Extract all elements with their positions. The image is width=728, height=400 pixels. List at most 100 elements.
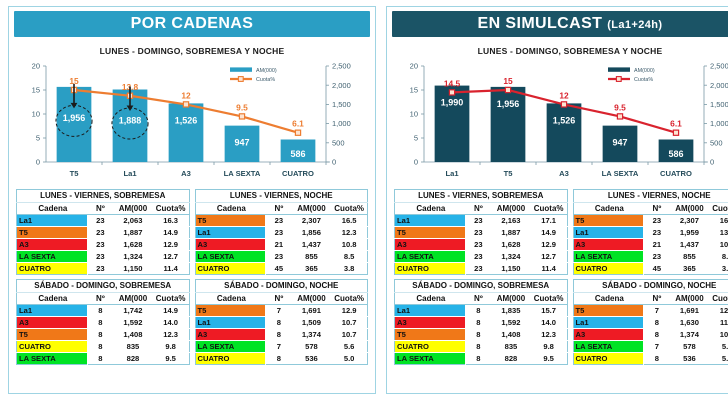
table-row[interactable]: CUATRO 23 1,150 11.4 — [394, 262, 567, 275]
bar[interactable] — [490, 86, 526, 162]
table-lunes-viernes-sobremesa: LUNES - VIERNES, SOBREMESA Cadena Nº AM(000… — [394, 189, 568, 275]
audience-cell: 2,063 — [113, 214, 153, 227]
table-row[interactable]: A3 8 1,592 14.0 — [394, 316, 567, 329]
table-row[interactable]: A3 8 1,592 14.0 — [16, 316, 189, 329]
bar[interactable] — [280, 139, 316, 162]
legend-swatch-bar — [608, 67, 630, 72]
line-marker[interactable] — [560, 101, 568, 108]
table-row[interactable]: LA SEXTA 23 1,324 12.7 — [16, 250, 189, 263]
x-axis-category-label: T5 — [504, 169, 514, 178]
table-row[interactable]: La1 8 1,509 10.7 — [195, 316, 368, 329]
panel-header-subtitle: (La1+24h) — [607, 19, 663, 31]
share-cell: 3.8 — [709, 262, 728, 275]
table-row[interactable]: CUATRO 23 1,150 11.4 — [16, 262, 189, 275]
count-cell: 8 — [265, 316, 292, 329]
bar-value-label: 1,526 — [175, 115, 198, 125]
x-axis-category-label: CUATRO — [660, 169, 692, 178]
line-marker[interactable] — [238, 113, 246, 120]
table-row[interactable]: LA SEXTA 8 828 9.5 — [394, 352, 567, 365]
y-axis-tick-left: 20 — [410, 62, 418, 71]
chain-name-cell: T5 — [16, 226, 88, 239]
count-cell: 8 — [87, 304, 114, 317]
chart-title-por-cadenas: LUNES - DOMINGO, SOBREMESA Y NOCHE — [99, 46, 285, 56]
table-row[interactable]: T5 8 1,408 12.3 — [394, 328, 567, 341]
table-row[interactable]: CUATRO 8 835 9.8 — [16, 340, 189, 353]
count-cell: 8 — [87, 340, 114, 353]
bar-value-label: 1,888 — [119, 116, 142, 126]
bar[interactable] — [602, 125, 638, 162]
table-row[interactable]: T5 23 1,887 14.9 — [394, 226, 567, 239]
y-axis-tick-left: 0 — [36, 158, 40, 167]
count-cell: 23 — [465, 250, 492, 263]
audience-cell: 536 — [669, 352, 710, 365]
chart-svg-en-simulcast: 0 5 10 15 20 0 500 1,000 1,500 2,000 2,500 La1 T5 A3 L… — [410, 62, 728, 178]
bar-value-label: 1,526 — [553, 115, 576, 125]
table-row[interactable]: La1 8 1,742 14.9 — [16, 304, 189, 317]
column-header: Cuota% — [152, 292, 189, 305]
y-axis-tick-left: 10 — [410, 110, 418, 119]
y-axis-tick-right: 2,500 — [710, 62, 728, 71]
chain-name-cell: LA SEXTA — [573, 340, 645, 353]
column-header: AM(000 — [491, 292, 531, 305]
bar[interactable] — [658, 139, 694, 162]
line-marker[interactable] — [616, 113, 624, 120]
column-header: Cuota% — [331, 202, 368, 215]
share-cell: 5.0 — [709, 352, 728, 365]
table-row[interactable]: A3 23 1,628 12.9 — [16, 238, 189, 251]
table-row[interactable]: La1 23 2,063 16.3 — [16, 214, 189, 227]
line-marker[interactable] — [504, 86, 512, 94]
bar[interactable] — [168, 103, 204, 162]
panel-header-title: POR CADENAS — [130, 15, 254, 32]
table-row[interactable]: La1 23 1,856 12.3 — [195, 226, 368, 239]
table-row[interactable]: La1 23 2,163 17.1 — [394, 214, 567, 227]
table-row[interactable]: LA SEXTA 8 828 9.5 — [16, 352, 189, 365]
share-cell: 12.9 — [152, 238, 189, 251]
table-row[interactable]: La1 8 1,835 15.7 — [394, 304, 567, 317]
audience-cell: 1,437 — [291, 238, 332, 251]
share-cell: 5.6 — [331, 340, 368, 353]
chain-name-cell: LA SEXTA — [16, 352, 88, 365]
share-cell: 9.5 — [152, 352, 189, 365]
count-cell: 8 — [643, 328, 670, 341]
line-marker[interactable] — [182, 101, 190, 108]
share-cell: 17.1 — [530, 214, 567, 227]
audience-cell: 1,324 — [491, 250, 531, 263]
bar[interactable] — [224, 125, 260, 162]
count-cell: 23 — [465, 214, 492, 227]
table-row[interactable]: T5 23 1,887 14.9 — [16, 226, 189, 239]
line-marker[interactable] — [448, 89, 456, 96]
share-cell: 10.7 — [709, 328, 728, 341]
bar[interactable] — [546, 103, 582, 162]
table-caption-row: SÁBADO - DOMINGO, NOCHE — [195, 279, 368, 293]
table-caption: LUNES - VIERNES, NOCHE — [573, 189, 728, 203]
line-marker[interactable] — [672, 129, 680, 136]
line-marker[interactable] — [294, 129, 302, 136]
chart-en-simulcast: 0 5 10 15 20 0 500 1,000 1,500 2,000 2,500 La1 T5 A3 L… — [394, 58, 728, 186]
audience-cell: 578 — [291, 340, 332, 353]
table-row[interactable]: T5 8 1,408 12.3 — [16, 328, 189, 341]
table-row[interactable]: LA SEXTA 23 1,324 12.7 — [394, 250, 567, 263]
bar[interactable] — [434, 85, 470, 162]
table-row[interactable]: CUATRO 8 835 9.8 — [394, 340, 567, 353]
table-row[interactable]: A3 23 1,628 12.9 — [394, 238, 567, 251]
chain-name-cell: La1 — [394, 214, 466, 227]
callout-arrow-head — [70, 102, 78, 109]
